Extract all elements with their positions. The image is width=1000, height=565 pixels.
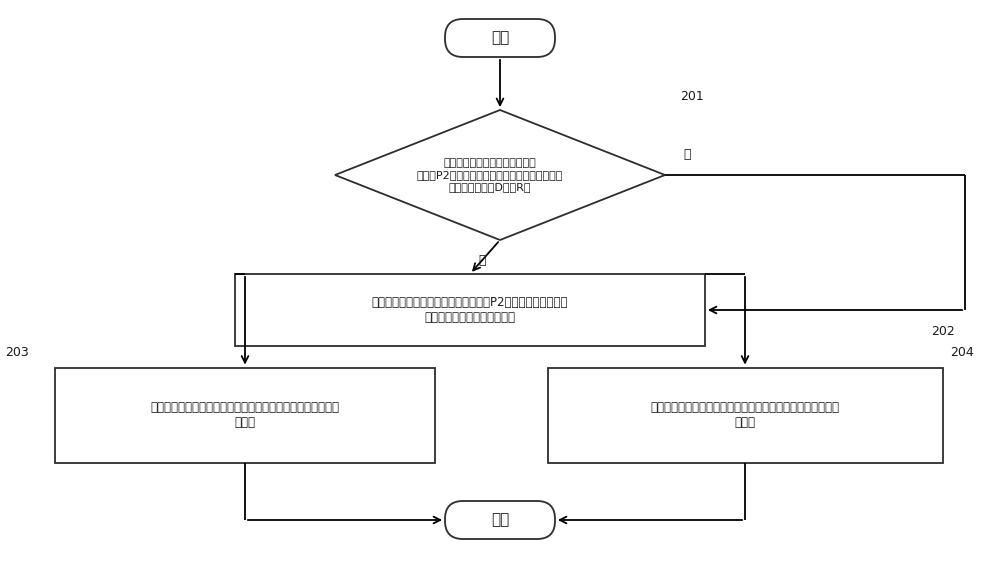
FancyBboxPatch shape bbox=[445, 501, 555, 539]
Text: 否: 否 bbox=[683, 148, 690, 161]
Text: 在检测到发动机处于停机状态且检测到P2电机处于运行状态的
情况下，确定车辆的当前车速: 在检测到发动机处于停机状态且检测到P2电机处于运行状态的 情况下，确定车辆的当前… bbox=[372, 296, 568, 324]
Text: 在检测到发动机处于停机状态且
检测到P2电机处于运行状态的情况下，确定当前
档位是否切换到D档或R挡: 在检测到发动机处于停机状态且 检测到P2电机处于运行状态的情况下，确定当前 档位… bbox=[417, 158, 563, 192]
Text: 开始: 开始 bbox=[491, 31, 509, 46]
Text: 204: 204 bbox=[950, 346, 974, 359]
FancyBboxPatch shape bbox=[445, 19, 555, 57]
Text: 201: 201 bbox=[680, 90, 704, 103]
Text: 203: 203 bbox=[5, 346, 29, 359]
Bar bbox=[235, 274, 705, 346]
Bar bbox=[55, 367, 435, 463]
Text: 202: 202 bbox=[931, 325, 955, 338]
Polygon shape bbox=[335, 110, 665, 240]
Text: 当上述当前车速大于第二预设车速时，控制液力变矩器处于滑
摩状态: 当上述当前车速大于第二预设车速时，控制液力变矩器处于滑 摩状态 bbox=[650, 401, 840, 429]
Bar bbox=[548, 367, 942, 463]
Text: 当上述当前车速小于第一预设车速时，控制液力变矩器处于锁
止状态: 当上述当前车速小于第一预设车速时，控制液力变矩器处于锁 止状态 bbox=[150, 401, 340, 429]
Text: 是: 是 bbox=[478, 254, 486, 267]
Text: 结束: 结束 bbox=[491, 512, 509, 528]
